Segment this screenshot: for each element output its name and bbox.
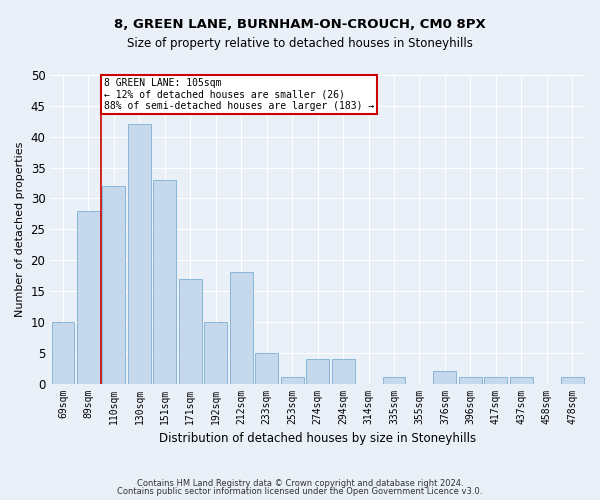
Bar bbox=[306, 359, 329, 384]
Text: 8 GREEN LANE: 105sqm
← 12% of detached houses are smaller (26)
88% of semi-detac: 8 GREEN LANE: 105sqm ← 12% of detached h… bbox=[104, 78, 374, 112]
Text: 8, GREEN LANE, BURNHAM-ON-CROUCH, CM0 8PX: 8, GREEN LANE, BURNHAM-ON-CROUCH, CM0 8P… bbox=[114, 18, 486, 30]
Bar bbox=[154, 180, 176, 384]
Bar bbox=[52, 322, 74, 384]
Bar bbox=[459, 378, 482, 384]
Bar bbox=[205, 322, 227, 384]
Bar bbox=[383, 378, 406, 384]
Bar bbox=[230, 272, 253, 384]
Bar bbox=[484, 378, 508, 384]
Bar bbox=[103, 186, 125, 384]
X-axis label: Distribution of detached houses by size in Stoneyhills: Distribution of detached houses by size … bbox=[159, 432, 476, 445]
Y-axis label: Number of detached properties: Number of detached properties bbox=[15, 142, 25, 317]
Text: Size of property relative to detached houses in Stoneyhills: Size of property relative to detached ho… bbox=[127, 38, 473, 51]
Bar bbox=[561, 378, 584, 384]
Bar bbox=[128, 124, 151, 384]
Bar bbox=[179, 278, 202, 384]
Bar bbox=[281, 378, 304, 384]
Bar bbox=[255, 352, 278, 384]
Bar bbox=[510, 378, 533, 384]
Bar bbox=[433, 371, 457, 384]
Bar bbox=[332, 359, 355, 384]
Text: Contains public sector information licensed under the Open Government Licence v3: Contains public sector information licen… bbox=[118, 487, 482, 496]
Text: Contains HM Land Registry data © Crown copyright and database right 2024.: Contains HM Land Registry data © Crown c… bbox=[137, 478, 463, 488]
Bar bbox=[77, 211, 100, 384]
